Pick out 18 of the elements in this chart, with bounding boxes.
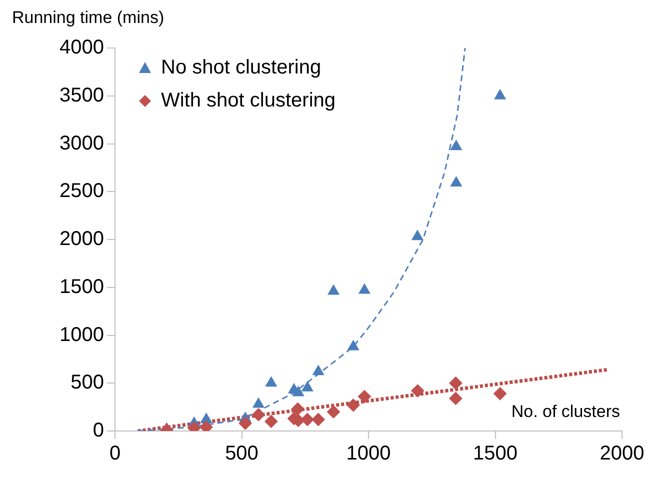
y-tick-label: 3500: [60, 84, 104, 106]
x-tick-label: 500: [225, 442, 258, 465]
y-tick-label: 3000: [60, 132, 104, 154]
y-tick-label: 0: [92, 420, 104, 442]
x-axis-title: No. of clusters: [511, 402, 620, 421]
x-tick-label: 0: [109, 442, 121, 465]
legend-label: No shot clustering: [161, 56, 322, 79]
y-tick-label: 1000: [60, 324, 104, 346]
legend-label: With shot clustering: [161, 90, 336, 112]
y-tick-label: 500: [70, 372, 104, 394]
x-tick-label: 1500: [473, 442, 518, 465]
y-tick-label: 2000: [60, 228, 104, 250]
x-tick-label: 1000: [346, 442, 391, 465]
y-tick-label: 1500: [60, 276, 104, 298]
y-tick-label: 4000: [60, 36, 104, 59]
x-tick-label: 2000: [600, 442, 644, 465]
y-axis-title: Running time (mins): [12, 8, 164, 27]
y-tick-label: 2500: [60, 180, 104, 202]
